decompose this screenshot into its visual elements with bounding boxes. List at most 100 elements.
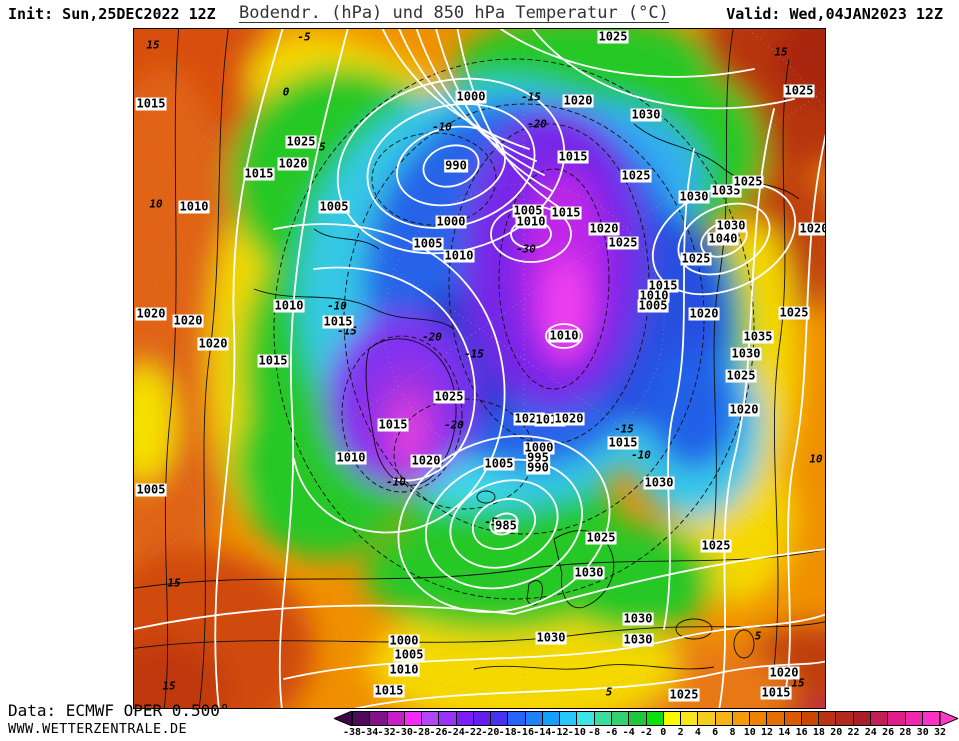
- colorbar-cell: [818, 711, 836, 726]
- map-title: Bodendr. (hPa) und 850 hPa Temperatur (°…: [239, 3, 669, 23]
- pressure-label: 990: [444, 158, 468, 173]
- colorbar-tick: 22: [847, 727, 860, 738]
- pressure-label: 1035: [742, 329, 774, 344]
- colorbar-cell: [680, 711, 698, 726]
- pressure-label: 1010: [515, 214, 547, 229]
- pressure-label: 1015: [373, 683, 405, 698]
- pressure-label: 1020: [172, 313, 204, 328]
- colorbar-tick: -14: [533, 727, 552, 738]
- pressure-label: 1025: [433, 389, 465, 404]
- colorbar-cell: [921, 711, 941, 726]
- colorbar-cell: [610, 711, 629, 726]
- temperature-label: 0: [282, 85, 290, 99]
- temperature-label: -5: [312, 140, 326, 154]
- pressure-label: 1015: [257, 353, 289, 368]
- pressure-label: 1030: [730, 346, 762, 361]
- colorbar-ticks: -38 -34 -32 -30 -28 -26 -24 -22 -20 -18 -16 -14 -12-…: [343, 727, 946, 738]
- colorbar-tick: -20: [481, 727, 500, 738]
- pressure-label: 1000: [455, 89, 487, 104]
- colorbar-cell: [490, 711, 508, 726]
- pressure-label: 1040: [707, 231, 739, 246]
- colorbar-cells: [352, 711, 941, 726]
- colorbar-cell: [645, 711, 663, 726]
- temperature-label: 15: [791, 676, 805, 690]
- colorbar-left-arrow: [334, 711, 352, 726]
- colorbar-cell: [749, 711, 767, 726]
- pressure-label: 1025: [783, 83, 815, 98]
- colorbar-cell: [352, 711, 370, 726]
- pressure-label: 1025: [778, 305, 810, 320]
- pressure-label: 1020: [135, 306, 167, 321]
- website-label: WWW.WETTERZENTRALE.DE: [8, 721, 188, 737]
- temperature-label: 10: [809, 452, 823, 466]
- colorbar-tick: 2: [677, 727, 684, 738]
- pressure-label: 1010: [638, 288, 670, 303]
- colorbar-cell: [800, 711, 819, 726]
- pressure-label: 1020: [688, 306, 720, 321]
- pressure-label: 1025: [620, 168, 652, 183]
- pressure-label: 1005: [318, 199, 350, 214]
- temperature-label: -20: [422, 330, 442, 344]
- colorbar-cell: [593, 711, 611, 726]
- colorbar-right-arrow: [940, 711, 958, 726]
- colorbar-cell: [559, 711, 577, 726]
- temperature-label: -15: [521, 90, 541, 104]
- pressure-label: 1030: [535, 630, 567, 645]
- pressure-label: 1030: [622, 632, 654, 647]
- pressure-label: 1025: [680, 251, 712, 266]
- pressure-label: 1020: [410, 453, 442, 468]
- colorbar-tick: -2: [639, 727, 653, 738]
- colorbar-cell: [421, 711, 439, 726]
- pressure-label: 1020: [562, 93, 594, 108]
- colorbar-tick: -10: [567, 727, 586, 738]
- colorbar-tick: 0: [660, 727, 667, 738]
- pressure-label: 990: [526, 460, 550, 475]
- colorbar-tick: 30: [916, 727, 929, 738]
- pressure-label: 1000: [388, 633, 420, 648]
- temperature-label: 10: [149, 197, 163, 211]
- colorbar-tick: 14: [778, 727, 791, 738]
- temperature-label: -15: [464, 347, 484, 361]
- pressure-label: 1010: [548, 328, 580, 343]
- colorbar-tick: 28: [899, 727, 912, 738]
- pressure-label: 1020: [553, 411, 585, 426]
- init-label: Init: Sun,25DEC2022 12Z: [8, 5, 216, 23]
- colorbar-tick: 16: [795, 727, 808, 738]
- temperature-label: -15: [614, 422, 634, 436]
- colorbar-tick: -32: [377, 727, 396, 738]
- colorbar-tick: -12: [550, 727, 569, 738]
- temperature-label: -10: [386, 475, 406, 489]
- colorbar-tick: -26: [429, 727, 448, 738]
- temperature-label: -20: [444, 418, 464, 432]
- temperature-label: -5: [297, 30, 311, 44]
- pressure-label: 1010: [178, 199, 210, 214]
- colorbar-tick: -8: [588, 727, 601, 738]
- colorbar-tick: -6: [605, 727, 618, 738]
- colorbar-cell: [731, 711, 750, 726]
- colorbar-cell: [576, 711, 594, 726]
- colorbar-tick: -16: [515, 727, 534, 738]
- pressure-label: 1020: [197, 336, 229, 351]
- temperature-label: 5: [754, 629, 762, 643]
- colorbar-cell: [403, 711, 422, 726]
- colorbar-tick: 20: [830, 727, 843, 738]
- pressure-label: 1015: [243, 166, 275, 181]
- data-source: Data: ECMWF OPER 0.500°: [8, 701, 230, 720]
- colorbar-tick: 6: [712, 727, 719, 738]
- colorbar-cell: [852, 711, 870, 726]
- colorbar-tick: 8: [729, 727, 736, 738]
- pressure-label: 1025: [285, 134, 317, 149]
- pressure-label: 1020: [588, 221, 620, 236]
- colorbar-tick: -18: [498, 727, 517, 738]
- colorbar-cell: [369, 711, 387, 726]
- colorbar-tick: 24: [864, 727, 877, 738]
- isobar-contours: [134, 29, 825, 708]
- temperature-label: -10: [327, 299, 347, 313]
- pressure-label: 1025: [732, 174, 764, 189]
- pressure-label: 1030: [573, 565, 605, 580]
- colorbar-tick: -28: [412, 727, 431, 738]
- coastlines: [253, 123, 800, 670]
- pressure-label: 1005: [637, 298, 669, 313]
- pressure-label: 1025: [700, 538, 732, 553]
